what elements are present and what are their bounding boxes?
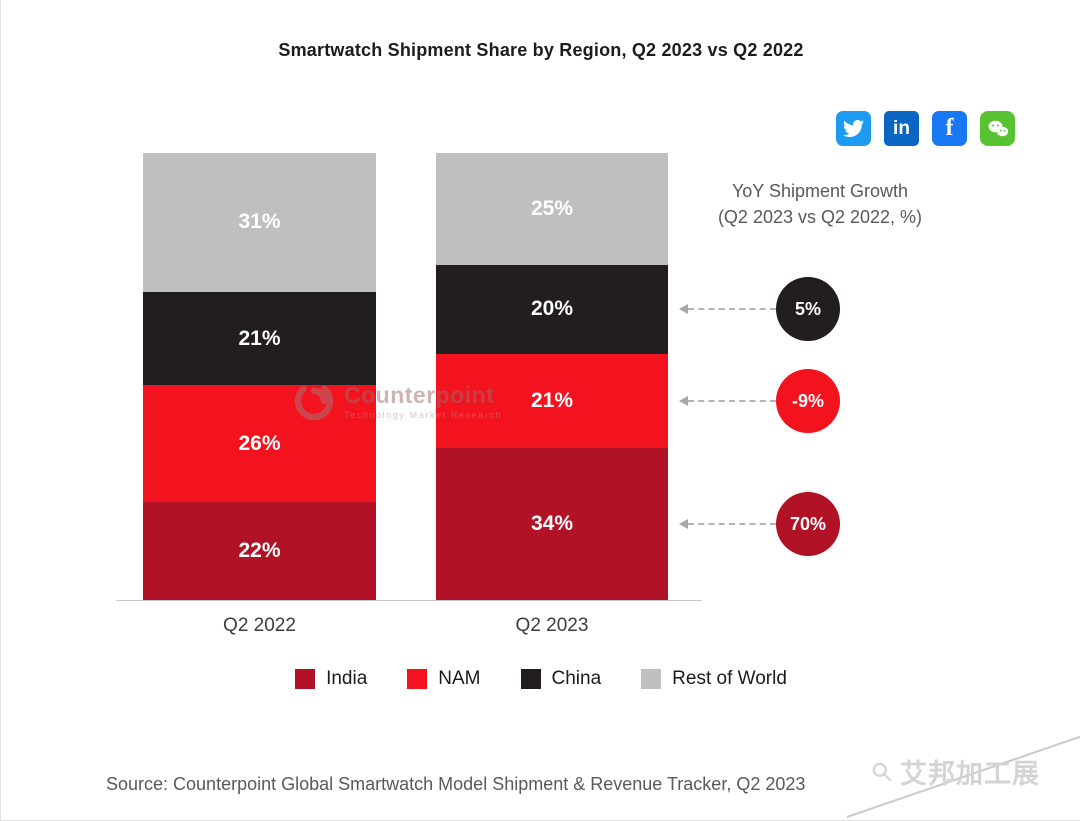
- stacked-bar-q2-2022: 31% 21% 26% 22%: [143, 153, 376, 600]
- legend-label: India: [326, 668, 368, 689]
- legend-label: Rest of World: [672, 668, 787, 689]
- source-note: Source: Counterpoint Global Smartwatch M…: [106, 774, 806, 794]
- growth-annotation-china: 5%: [679, 277, 840, 342]
- segment-value-label: 21%: [238, 326, 281, 350]
- abang-logo-icon: [869, 759, 895, 785]
- legend-item-china: China: [520, 668, 602, 690]
- bar-segment-rest-of-world: 25%: [436, 153, 668, 265]
- linkedin-share-button[interactable]: in: [884, 111, 919, 146]
- dashed-connector: [688, 400, 776, 403]
- dashed-connector: [688, 308, 776, 311]
- legend: India NAM China Rest of World: [1, 668, 1080, 690]
- x-axis-label-q2-2022: Q2 2022: [223, 615, 296, 636]
- corner-watermark-text: 艾邦加工展: [900, 759, 1040, 789]
- x-axis-line: [116, 600, 702, 601]
- bar-segment-nam: 21%: [436, 354, 668, 449]
- arrow-left-icon: [679, 396, 688, 407]
- wechat-icon: [986, 117, 1010, 141]
- legend-swatch: [407, 669, 428, 689]
- facebook-icon: f: [945, 115, 954, 141]
- growth-annotation-title: YoY Shipment Growth (Q2 2023 vs Q2 2022,…: [689, 178, 951, 230]
- corner-watermark: 艾邦加工展: [869, 752, 1040, 791]
- legend-item-india: India: [295, 668, 367, 690]
- growth-circle-india: 70%: [776, 492, 840, 556]
- arrow-left-icon: [679, 304, 688, 315]
- growth-annotation-nam: -9%: [679, 369, 840, 434]
- legend-label: NAM: [438, 668, 481, 689]
- bar-segment-india: 34%: [436, 448, 668, 601]
- growth-circle-china: 5%: [776, 277, 840, 342]
- segment-value-label: 34%: [530, 512, 574, 536]
- stacked-bar-q2-2023: 25% 20% 21% 34%: [436, 153, 668, 601]
- bar-segment-china: 20%: [436, 264, 668, 355]
- segment-value-label: 21%: [530, 389, 574, 413]
- twitter-share-button[interactable]: [836, 111, 871, 146]
- twitter-icon: [843, 118, 864, 139]
- segment-value-label: 22%: [238, 538, 281, 562]
- dashed-connector: [688, 523, 776, 525]
- chart-title: Smartwatch Shipment Share by Region, Q2 …: [278, 40, 804, 60]
- segment-value-label: 26%: [238, 431, 281, 455]
- social-share-bar: in f: [836, 111, 1015, 146]
- bar-segment-rest-of-world: 31%: [143, 153, 376, 292]
- arrow-left-icon: [679, 519, 688, 529]
- bar-segment-china: 21%: [143, 291, 376, 386]
- legend-item-nam: NAM: [407, 668, 481, 690]
- x-axis-label-q2-2023: Q2 2023: [515, 615, 589, 636]
- legend-swatch: [520, 669, 541, 689]
- segment-value-label: 20%: [530, 297, 574, 321]
- growth-circle-nam: -9%: [776, 369, 840, 434]
- growth-title-line2: (Q2 2023 vs Q2 2022, %): [717, 207, 923, 228]
- bar-segment-nam: 26%: [143, 385, 376, 502]
- legend-label: China: [551, 668, 602, 689]
- growth-title-line1: YoY Shipment Growth: [731, 181, 909, 201]
- linkedin-icon: in: [893, 117, 910, 139]
- segment-value-label: 25%: [530, 196, 574, 220]
- legend-item-rest-of-world: Rest of World: [641, 668, 787, 690]
- legend-swatch: [641, 669, 662, 689]
- segment-value-label: 31%: [238, 210, 281, 234]
- wechat-share-button[interactable]: [980, 111, 1015, 146]
- legend-swatch: [295, 669, 316, 689]
- growth-annotation-india: 70%: [679, 492, 840, 556]
- bar-segment-india: 22%: [143, 501, 376, 600]
- facebook-share-button[interactable]: f: [932, 111, 967, 146]
